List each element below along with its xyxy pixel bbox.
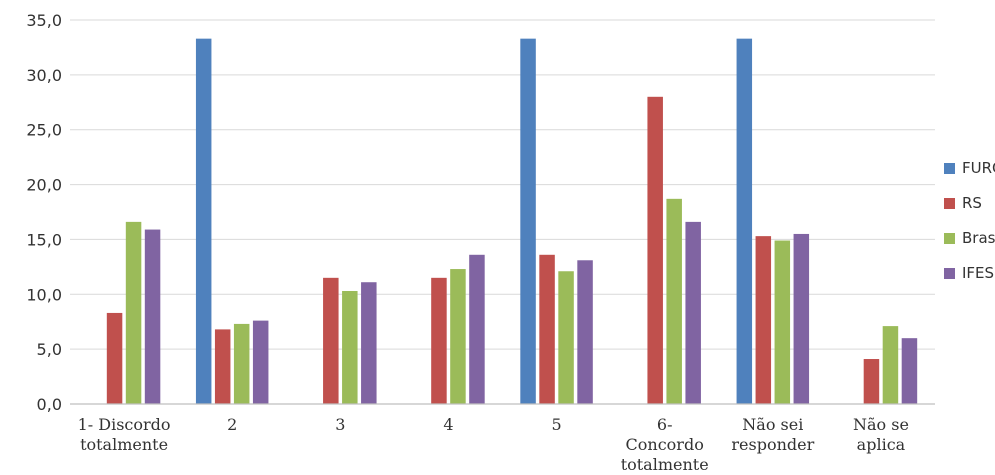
bar-brasil-7 — [774, 240, 791, 404]
gridlines — [70, 19, 935, 350]
x-category-label: Não sei — [742, 415, 803, 434]
y-tick-label: 25,0 — [26, 121, 62, 140]
x-category-label: responder — [731, 435, 814, 454]
y-tick-label: 15,0 — [26, 230, 62, 249]
bar-ifes-6 — [685, 221, 701, 404]
legend-label: RS — [962, 194, 982, 212]
legend: FURG RS Brasil IFES — [944, 159, 995, 282]
legend-label: FURG — [962, 159, 995, 177]
bar-ifes-7 — [793, 233, 810, 404]
y-tick-label: 5,0 — [37, 340, 62, 359]
x-category-label: totalmente — [80, 435, 168, 454]
x-category-label: 4 — [443, 415, 453, 434]
bar-brasil-2 — [233, 323, 250, 404]
bar-furg-7 — [736, 38, 753, 404]
bar-ifes-8 — [901, 338, 918, 404]
x-category-label: totalmente — [621, 455, 709, 474]
y-tick-label: 30,0 — [26, 66, 62, 85]
x-category-label: 6- — [657, 415, 673, 434]
legend-swatch — [944, 198, 955, 209]
y-tick-label: 35,0 — [26, 11, 62, 30]
legend-label: Brasil — [962, 229, 995, 247]
bar-rs-3 — [323, 277, 339, 404]
bar-ifes-1 — [144, 229, 161, 404]
bar-brasil-4 — [450, 269, 466, 404]
bar-brasil-5 — [558, 271, 574, 404]
legend-swatch — [944, 163, 955, 174]
bar-brasil-6 — [666, 198, 682, 404]
bar-brasil-3 — [342, 290, 358, 404]
bar-rs-8 — [863, 359, 880, 404]
legend-swatch — [944, 268, 955, 279]
x-category-label: Não se — [853, 415, 909, 434]
bar-brasil-1 — [125, 221, 142, 404]
x-category-label: 5 — [551, 415, 561, 434]
bar-furg-2 — [195, 38, 212, 404]
bar-rs-4 — [431, 277, 447, 404]
x-category-label: 3 — [335, 415, 345, 434]
bar-ifes-5 — [577, 260, 593, 404]
bar-rs-1 — [106, 312, 123, 404]
y-axis-ticks: 0,0 5,0 10,0 15,0 20,0 25,0 30,0 35,0 — [26, 11, 62, 414]
x-category-label: 2 — [227, 415, 237, 434]
y-tick-label: 0,0 — [37, 395, 62, 414]
bar-rs-5 — [539, 254, 555, 404]
legend-label: IFES — [962, 264, 994, 282]
bar-furg-5 — [520, 38, 536, 404]
bar-rs-7 — [755, 236, 772, 404]
bar-brasil-8 — [882, 326, 899, 404]
bar-ifes-3 — [361, 282, 377, 404]
y-tick-label: 10,0 — [26, 285, 62, 304]
legend-swatch — [944, 233, 955, 244]
bar-rs-6 — [647, 96, 663, 405]
y-tick-label: 20,0 — [26, 176, 62, 195]
bars — [106, 38, 918, 405]
bar-ifes-2 — [252, 320, 269, 404]
x-category-label: 1- Discordo — [78, 415, 171, 434]
x-category-label: Concordo — [626, 435, 704, 454]
x-category-label: aplica — [857, 435, 906, 454]
bar-rs-2 — [214, 329, 231, 404]
bar-ifes-4 — [469, 254, 485, 404]
